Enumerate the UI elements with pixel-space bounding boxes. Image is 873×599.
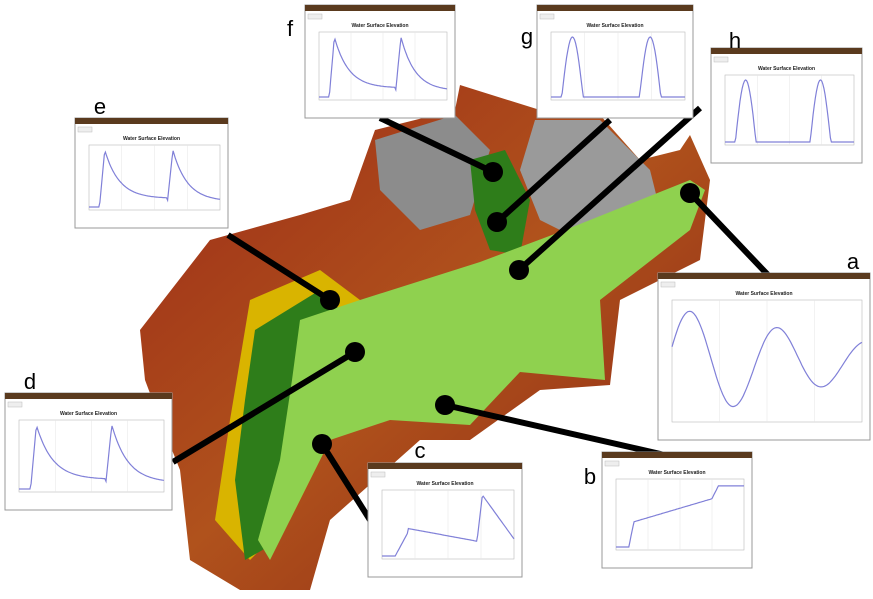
location-marker [345,342,365,362]
panel-letter: h [729,28,741,53]
panel-letter: b [584,464,596,489]
panel-letter: e [94,94,106,119]
plot-window: Water Surface Elevation d [5,369,172,510]
plot-title: Water Surface Elevation [351,23,408,29]
window-toolbar [540,14,554,19]
panel-letter: a [847,249,860,274]
plot-window: Water Surface Elevation f [287,5,455,118]
plot-window: Water Surface Elevation a [658,249,870,440]
window-toolbar [605,461,619,466]
plot-window: Water Surface Elevation g [521,5,693,118]
window-titlebar [602,452,752,458]
plot-title: Water Surface Elevation [758,66,815,72]
window-toolbar [8,402,22,407]
plot-title: Water Surface Elevation [60,411,117,417]
plot-title: Water Surface Elevation [648,470,705,476]
plot-window: Water Surface Elevation b [584,452,752,568]
location-marker [680,183,700,203]
figure: Water Surface ElevationaWater Surface El… [0,0,873,599]
plot-title: Water Surface Elevation [416,481,473,487]
panel-letter: g [521,24,533,49]
plot-title: Water Surface Elevation [123,136,180,142]
location-marker [312,434,332,454]
plot-title: Water Surface Elevation [735,291,792,297]
location-marker [435,395,455,415]
plot-title: Water Surface Elevation [586,23,643,29]
window-toolbar [661,282,675,287]
panel-letter: c [415,438,426,463]
location-marker [509,260,529,280]
window-toolbar [308,14,322,19]
panel-letter: d [24,369,36,394]
panel-letter: f [287,16,294,41]
window-titlebar [368,463,522,469]
window-toolbar [371,472,385,477]
location-marker [487,212,507,232]
window-titlebar [75,118,228,124]
window-titlebar [5,393,172,399]
window-titlebar [537,5,693,11]
window-toolbar [714,57,728,62]
plot-window: Water Surface Elevation h [711,28,862,163]
plot-window: Water Surface Elevation e [75,94,228,228]
window-titlebar [658,273,870,279]
location-marker [483,162,503,182]
location-marker [320,290,340,310]
window-toolbar [78,127,92,132]
window-titlebar [305,5,455,11]
